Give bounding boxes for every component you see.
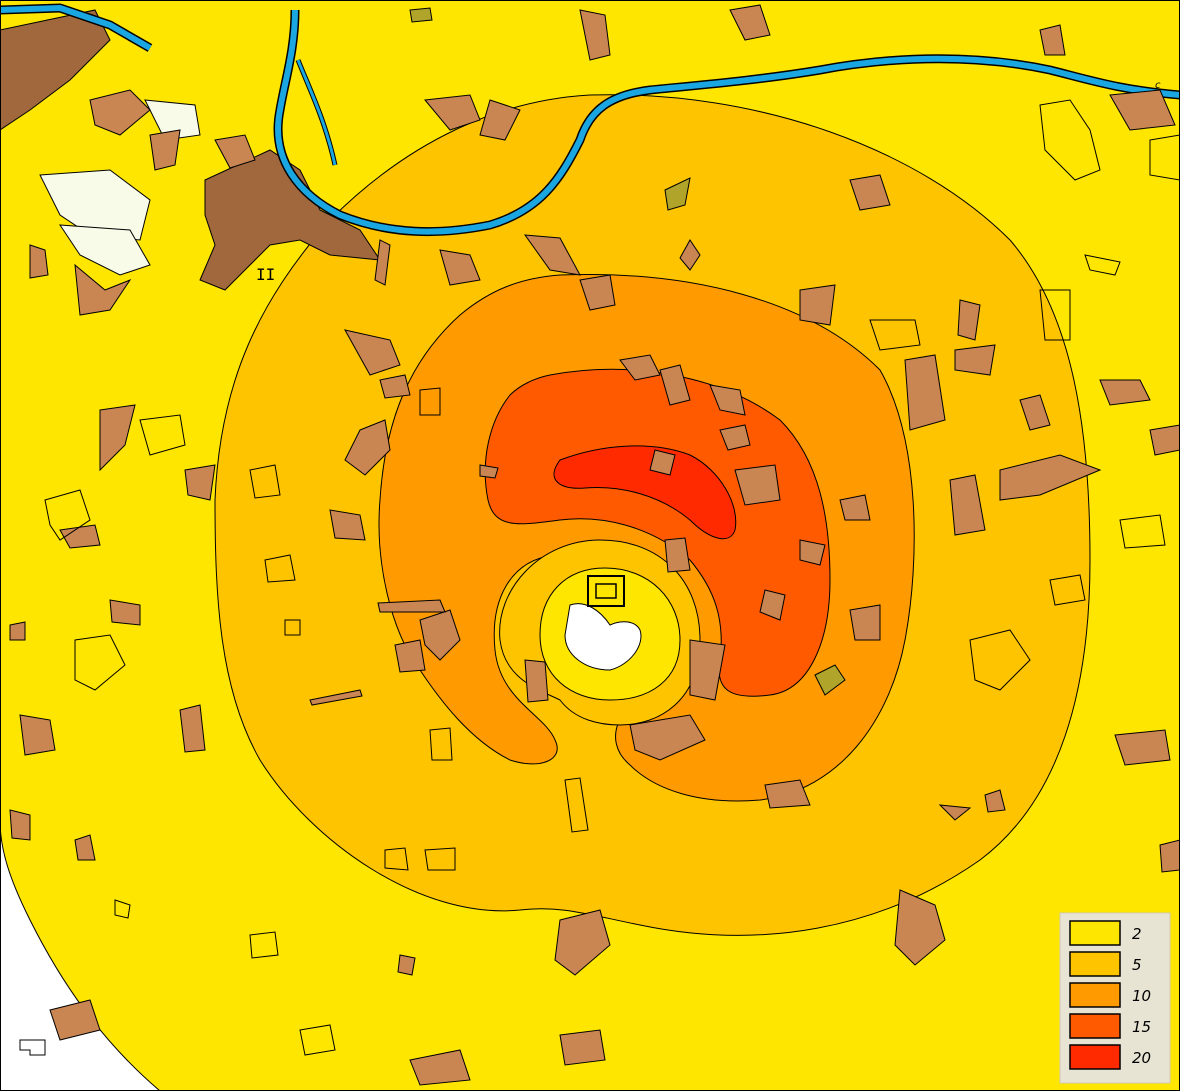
parcel (559, 1029, 606, 1066)
pale-area-1 (39, 169, 151, 241)
parcel (719, 424, 751, 451)
parcel (1019, 394, 1051, 431)
legend-swatch-20 (1069, 1044, 1121, 1070)
parcel (649, 449, 676, 476)
parcel (849, 604, 881, 641)
map-label-c: c (1155, 80, 1161, 91)
parcel (377, 599, 446, 613)
parcel (729, 4, 771, 41)
parcel (374, 239, 391, 286)
parcel (439, 249, 481, 286)
parcel (709, 384, 746, 416)
legend: 2 5 10 15 20 (1059, 912, 1171, 1084)
map-label-ii: II (256, 265, 275, 284)
parcel (344, 419, 391, 476)
parcel (344, 329, 401, 376)
olive-patch (664, 177, 691, 211)
parcel (309, 689, 363, 706)
parcel (9, 809, 31, 841)
parcel (799, 539, 826, 566)
parcel (984, 789, 1006, 813)
olive-patch (409, 7, 433, 23)
legend-swatch-10 (1069, 982, 1121, 1008)
parcel (954, 344, 996, 376)
parcel (214, 134, 256, 169)
legend-label-20: 20 (1132, 1049, 1151, 1067)
parcel (734, 464, 781, 506)
legend-label-2: 2 (1132, 925, 1142, 943)
parcel (554, 909, 611, 976)
parcel (379, 374, 411, 399)
olive-patch (814, 664, 846, 696)
pale-area-3 (144, 99, 201, 141)
parcel (659, 364, 691, 406)
parcel (579, 9, 611, 61)
parcel (957, 299, 981, 341)
legend-swatch-2 (1069, 920, 1121, 946)
parcel (839, 494, 871, 521)
parcel (619, 354, 661, 381)
parcel (329, 509, 366, 541)
dark-land-2 (199, 149, 382, 291)
parcel (1109, 89, 1176, 131)
parcel (1159, 839, 1180, 873)
parcel (629, 714, 706, 761)
boundary-outlines (19, 99, 1180, 1056)
parcel (74, 263, 132, 316)
parcel (523, 234, 581, 276)
parcel (894, 889, 946, 966)
parcel (689, 639, 726, 701)
parcel (424, 94, 481, 131)
dark-land-1 (0, 9, 111, 131)
center-structure-inner (595, 583, 617, 599)
parcel (938, 804, 972, 821)
parcel (849, 174, 891, 211)
parcel (759, 589, 786, 621)
parcel (89, 89, 151, 136)
center-structure (587, 575, 625, 607)
parcel (49, 999, 101, 1041)
parcel (479, 99, 521, 141)
parcel (679, 239, 701, 271)
parcel (149, 129, 181, 171)
parcel (524, 659, 549, 703)
parcel (999, 454, 1102, 501)
parcel (184, 464, 216, 501)
legend-label-15: 15 (1132, 1018, 1151, 1036)
legend-label-10: 10 (1132, 987, 1151, 1005)
parcel (397, 954, 416, 976)
parcel (1114, 729, 1171, 766)
river-branch-fill (296, 59, 337, 166)
parcel (904, 354, 946, 431)
parcel (19, 714, 56, 756)
parcel (179, 704, 206, 753)
parcel (764, 779, 811, 809)
legend-swatch-15 (1069, 1013, 1121, 1039)
parcel (1149, 424, 1180, 456)
parcels (9, 4, 1180, 1086)
parcel (109, 599, 141, 626)
river-fill (0, 5, 1180, 235)
parcel (579, 274, 616, 311)
parcel (29, 244, 49, 279)
legend-swatch-5 (1069, 951, 1121, 977)
parcel (799, 284, 836, 326)
legend-label-5: 5 (1132, 956, 1142, 974)
zone-20 (553, 445, 737, 540)
parcel (479, 464, 499, 479)
parcel (74, 834, 96, 861)
parcel (409, 1049, 471, 1086)
parcel (99, 404, 136, 472)
parcel (1099, 379, 1151, 406)
parcel (664, 537, 691, 573)
parcel (59, 524, 101, 549)
parcel (1039, 24, 1066, 56)
pale-area-2 (59, 224, 151, 276)
parcel (9, 621, 26, 641)
center-blank (564, 603, 642, 671)
parcel (394, 639, 426, 673)
parcel (949, 474, 986, 536)
